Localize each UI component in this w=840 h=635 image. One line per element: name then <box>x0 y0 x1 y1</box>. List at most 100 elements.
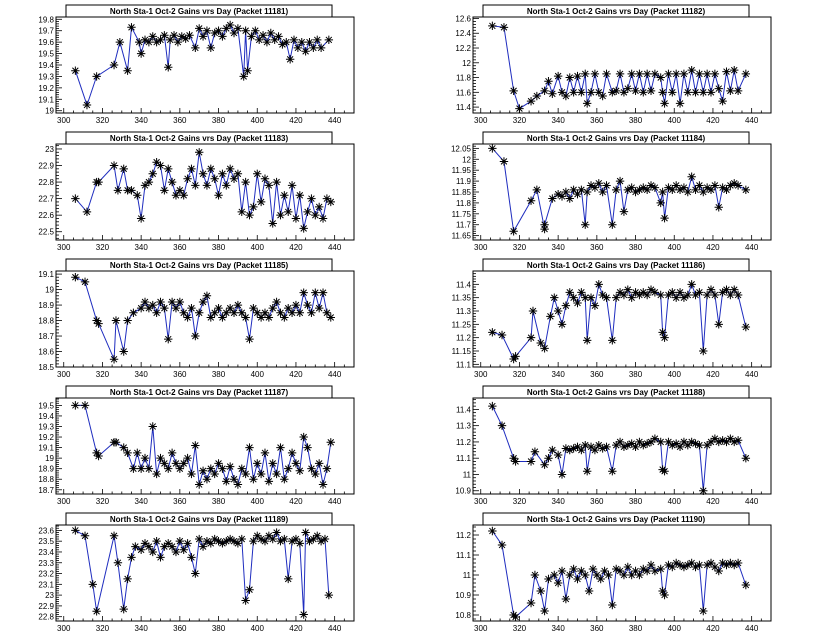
data-point-marker <box>691 290 700 300</box>
data-point-marker <box>675 288 685 297</box>
x-tick-label: 360 <box>590 116 604 125</box>
data-point-marker <box>206 313 216 322</box>
data-point-marker <box>202 536 212 546</box>
data-point-marker <box>210 469 219 479</box>
data-point-marker <box>639 88 648 97</box>
data-point-marker <box>577 185 586 195</box>
x-axis: 300 320 340 360 380 400 420 440 <box>57 489 355 506</box>
data-point-marker <box>577 445 586 455</box>
y-tick-label: 11.35 <box>452 294 472 303</box>
data-point-marker <box>229 536 239 546</box>
data-points <box>71 401 335 489</box>
data-point-marker <box>557 88 567 97</box>
chart-title: North Sta-1 Oct-2 Gains vrs Day (Packet … <box>65 4 333 18</box>
data-point-marker <box>253 308 262 318</box>
y-tick-label: 10.8 <box>455 611 471 620</box>
x-tick-label: 300 <box>57 624 71 633</box>
plot-frame <box>55 270 355 368</box>
data-point-marker <box>679 69 689 79</box>
data-point-marker <box>718 288 727 297</box>
data-point-marker <box>165 35 175 45</box>
y-tick-label: 18.5 <box>38 363 54 372</box>
data-point-marker <box>615 69 625 79</box>
data-point-marker <box>229 308 239 318</box>
data-point-marker <box>225 534 235 544</box>
y-tick-label: 18.8 <box>38 475 54 484</box>
data-point-marker <box>326 197 335 207</box>
x-tick-label: 320 <box>513 243 527 252</box>
data-point-marker <box>167 448 177 458</box>
data-point-marker <box>318 480 328 489</box>
data-point-marker <box>548 445 557 455</box>
x-tick-label: 320 <box>513 497 527 506</box>
data-point-marker <box>258 31 268 40</box>
data-point-marker <box>179 545 188 555</box>
data-point-marker <box>594 440 603 450</box>
data-point-marker <box>565 194 574 203</box>
x-tick-label: 400 <box>251 624 265 633</box>
data-point-marker <box>183 174 192 183</box>
data-point-marker <box>113 186 123 195</box>
data-point-marker <box>530 570 540 580</box>
x-tick-label: 360 <box>590 370 604 379</box>
x-tick-label: 440 <box>328 624 342 633</box>
data-point-marker <box>266 28 275 38</box>
data-point-marker <box>577 566 586 576</box>
data-point-marker <box>706 558 716 568</box>
data-point-marker <box>92 448 101 458</box>
data-point-marker <box>714 320 723 329</box>
data-point-marker <box>210 534 219 544</box>
data-point-marker <box>256 469 266 479</box>
chart-title: North Sta-1 Oct-2 Gains vrs Day (Packet … <box>65 258 333 272</box>
data-point-marker <box>714 84 723 93</box>
y-tick-label: 19.3 <box>38 72 54 81</box>
y-tick-label: 19.4 <box>38 412 54 421</box>
data-point-marker <box>726 434 735 443</box>
data-point-marker <box>604 570 613 580</box>
y-tick-label: 11.4 <box>456 405 472 414</box>
data-point-marker <box>260 174 270 183</box>
data-point-marker <box>222 308 231 318</box>
data-point-marker <box>615 176 625 186</box>
data-point-marker <box>218 539 227 548</box>
data-point-marker <box>532 91 542 101</box>
data-point-marker <box>540 460 549 469</box>
data-point-marker <box>718 558 727 568</box>
data-point-marker <box>602 181 611 190</box>
data-point-marker <box>550 293 559 302</box>
data-point-marker <box>714 437 723 447</box>
data-point-marker <box>256 534 266 544</box>
data-point-marker <box>175 536 185 546</box>
y-tick-label: 11.7 <box>456 221 472 230</box>
data-point-marker <box>109 161 119 170</box>
data-point-marker <box>136 464 146 473</box>
x-axis: 300 320 340 360 380 400 420 440 <box>474 108 772 125</box>
y-tick-label: 11.25 <box>452 320 472 329</box>
data-point-marker <box>156 553 165 562</box>
data-points <box>71 272 335 364</box>
x-tick-label: 400 <box>251 497 265 506</box>
data-point-marker <box>569 88 578 97</box>
y-axis: 19 19.1 19.2 19.3 19.4 19.5 19.6 19.7 19.8 <box>38 15 62 116</box>
x-tick-label: 340 <box>551 624 565 633</box>
data-point-marker <box>602 442 611 452</box>
data-point-marker <box>650 288 660 297</box>
data-point-marker <box>144 542 154 551</box>
data-point-marker <box>586 293 596 302</box>
x-tick-label: 340 <box>134 497 148 506</box>
x-tick-label: 380 <box>212 370 226 379</box>
data-point-marker <box>131 542 140 551</box>
data-point-marker <box>276 443 285 452</box>
data-point-marker <box>229 28 239 38</box>
data-point-marker <box>639 183 648 192</box>
data-point-marker <box>639 288 648 297</box>
data-point-marker <box>233 539 243 548</box>
data-points <box>488 21 751 113</box>
data-point-marker <box>156 297 165 307</box>
x-tick-label: 340 <box>134 116 148 125</box>
x-tick-label: 440 <box>745 243 759 252</box>
y-tick-label: 11.6 <box>456 88 472 97</box>
x-tick-label: 420 <box>289 116 303 125</box>
data-point-marker <box>245 334 254 344</box>
